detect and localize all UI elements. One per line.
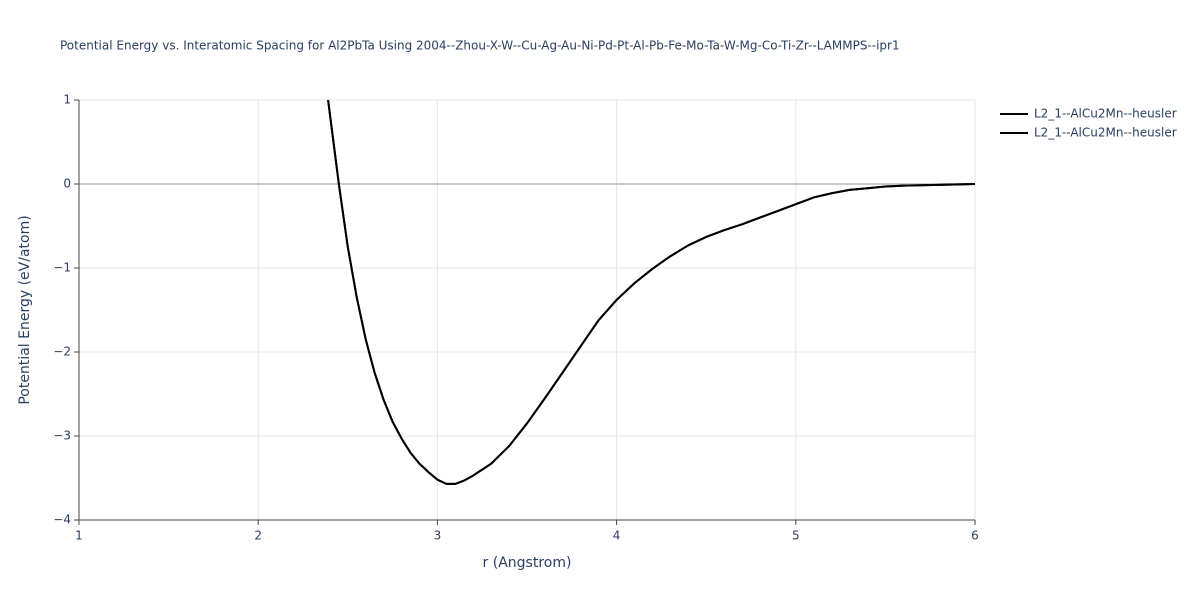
legend-label: L2_1--AlCu2Mn--heusler <box>1034 126 1177 140</box>
x-tick-label: 4 <box>613 529 621 543</box>
y-tick-label: −2 <box>53 345 71 359</box>
legend: L2_1--AlCu2Mn--heusler L2_1--AlCu2Mn--heu… <box>1000 107 1177 140</box>
x-axis-label: r (Angstrom) <box>483 555 572 571</box>
y-tick-label: 0 <box>63 177 71 191</box>
plot-area <box>327 100 975 485</box>
grid: 1 2 3 4 5 6 −4 −3 −2 −1 0 1 <box>53 93 979 543</box>
chart-title: Potential Energy vs. Interatomic Spacing… <box>60 39 900 53</box>
y-tick-label: −1 <box>53 261 71 275</box>
series-line <box>327 100 975 485</box>
x-tick-label: 3 <box>434 529 442 543</box>
y-tick-label: −3 <box>53 429 71 443</box>
x-tick-label: 5 <box>792 529 800 543</box>
x-tick-label: 2 <box>254 529 262 543</box>
legend-label: L2_1--AlCu2Mn--heusler <box>1034 107 1177 121</box>
x-tick-label: 6 <box>971 529 979 543</box>
y-tick-label: 1 <box>63 93 71 107</box>
x-tick-label: 1 <box>75 529 83 543</box>
y-axis-label: Potential Energy (eV/atom) <box>17 215 33 404</box>
y-tick-label: −4 <box>53 513 71 527</box>
